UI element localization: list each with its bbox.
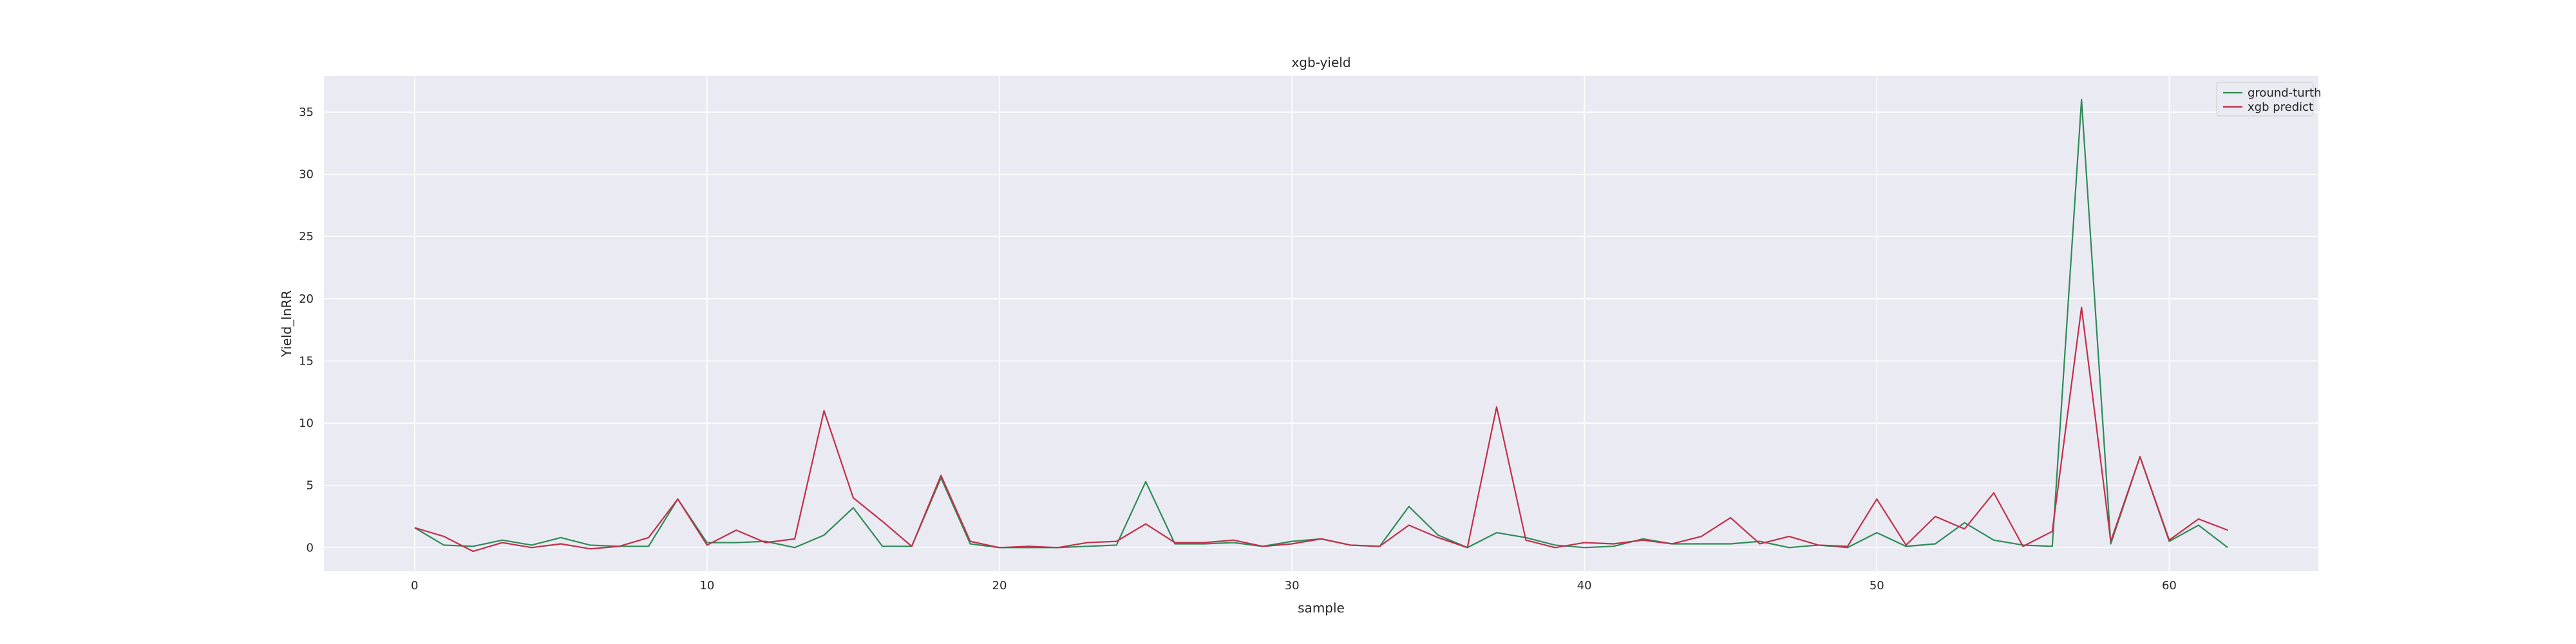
x-tick-label: 10: [699, 579, 714, 592]
y-tick-label: 20: [299, 292, 314, 306]
legend-label-1: xgb predict: [2248, 100, 2313, 114]
y-tick-label: 35: [299, 106, 314, 119]
series-line-1: [414, 307, 2228, 553]
x-tick-label: 30: [1285, 579, 1300, 592]
y-axis-label: Yield_lnRR: [279, 290, 294, 358]
x-tick-label: 50: [1870, 579, 1884, 592]
x-axis-label: sample: [1298, 600, 1345, 616]
series-layer: [414, 99, 2228, 553]
y-tick-label: 30: [299, 168, 314, 182]
plot-area: [324, 76, 2318, 571]
legend-label-0: ground-turth: [2248, 86, 2322, 100]
x-tick-label: 40: [1577, 579, 1592, 592]
x-tick-label: 60: [2162, 579, 2177, 592]
chart-title: xgb-yield: [1291, 55, 1350, 70]
y-tick-label: 10: [299, 417, 314, 430]
grid: [324, 76, 2318, 571]
x-tick-label: 0: [411, 579, 418, 592]
y-tick-label: 25: [299, 230, 314, 243]
x-tick-label: 20: [992, 579, 1007, 592]
y-tick-label: 0: [307, 541, 314, 554]
y-tick-label: 5: [307, 479, 314, 493]
y-tick-label: 15: [299, 354, 314, 368]
tick-labels: 0 10 20 30 40 50 60 0 5 10 15 20 25 30 35: [299, 106, 2177, 592]
